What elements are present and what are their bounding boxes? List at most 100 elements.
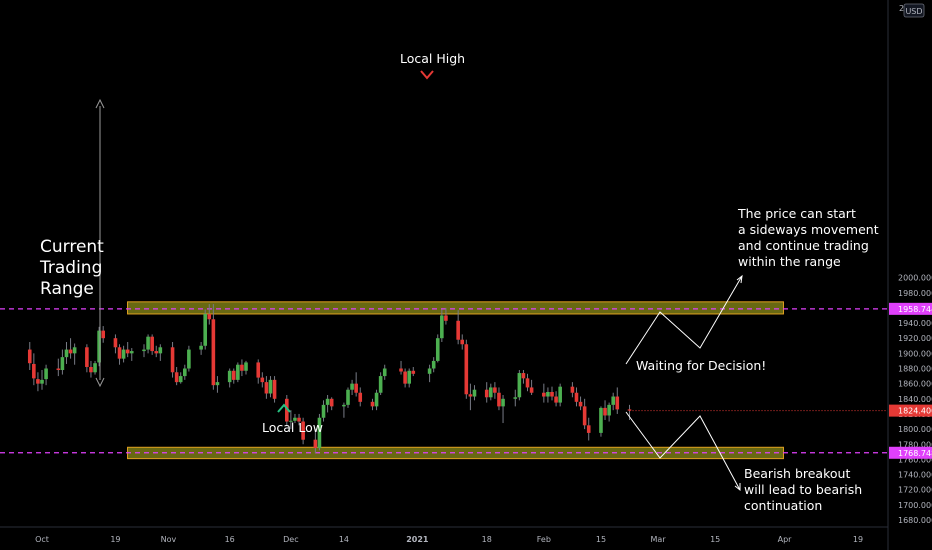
sideways-text-line-2: a sideways movement: [738, 222, 879, 237]
bullish-candle: [121, 349, 126, 359]
bearish-candle: [493, 387, 497, 393]
price-tick-label: 1680.000: [898, 516, 932, 525]
bearish-candle: [497, 392, 501, 407]
bearish-candle: [464, 344, 469, 395]
bearish-candle: [32, 363, 36, 379]
local-high-arrow-icon: [420, 70, 434, 80]
bearish-candle: [272, 379, 277, 399]
price-tick-label: 1740.000: [898, 471, 932, 480]
last-price-label: 1824.400: [898, 407, 932, 416]
bullish-candle: [142, 349, 146, 352]
bearish-candle: [56, 368, 61, 371]
bearish-candle: [207, 313, 212, 320]
bearish-candle: [231, 370, 236, 380]
bullish-candle: [289, 420, 293, 422]
bearish-candle: [85, 347, 89, 367]
sideways-path-arrow: [625, 274, 743, 365]
bearish-candle: [444, 315, 448, 321]
bullish-candle: [146, 336, 150, 350]
bearish-candle: [211, 319, 216, 386]
time-tick-label: 2021: [406, 535, 429, 544]
bearish-text-line-2: will lead to bearish: [744, 482, 862, 497]
bearish-candle: [603, 407, 607, 416]
bullish-candle: [472, 389, 477, 397]
price-tick-label: 1980.000: [898, 289, 932, 298]
sideways-text-line-1: The price can start: [737, 206, 856, 221]
bearish-text-line-3: continuation: [744, 498, 822, 513]
bearish-candle: [68, 349, 73, 354]
bearish-candle: [117, 347, 122, 359]
bullish-candle: [513, 397, 518, 399]
bullish-candle: [183, 368, 187, 377]
bearish-path-arrow: [625, 411, 741, 492]
bearish-candle: [525, 378, 530, 388]
bullish-candle: [97, 330, 101, 363]
bullish-candle: [427, 368, 432, 374]
price-axis[interactable]: 1680.000 1700.000 1720.000 1740.000 1760.000…: [887, 0, 932, 550]
bullish-candle: [178, 376, 183, 383]
level-price-label: 1958.744: [898, 305, 932, 314]
price-tick-label: 1720.000: [898, 486, 932, 495]
time-tick-label: 18: [482, 535, 492, 544]
level-price-label: 1768.748: [898, 449, 932, 458]
bullish-candle: [382, 368, 387, 377]
time-tick-label: 15: [710, 535, 720, 544]
sideways-text-line-3: and continue trading: [738, 238, 869, 253]
bearish-candle: [570, 386, 575, 393]
bearish-candle: [154, 351, 159, 354]
bullish-candle: [199, 345, 203, 350]
bearish-candle: [582, 406, 587, 426]
bearish-candle: [260, 377, 265, 383]
bullish-candle: [187, 349, 191, 369]
time-tick-label: 14: [339, 535, 349, 544]
price-tick-label: 1900.000: [898, 349, 932, 358]
range-label-line-1: Current: [40, 237, 104, 257]
price-tick-label: 1800.000: [898, 425, 932, 434]
bearish-candle: [554, 396, 558, 403]
bullish-candle: [611, 396, 615, 405]
bearish-candle: [150, 336, 154, 352]
bullish-candle: [93, 363, 97, 373]
level-price-badge: [889, 446, 932, 459]
bullish-candle: [40, 379, 44, 384]
price-tick-label: 1880.000: [898, 365, 932, 374]
bearish-candle: [460, 339, 465, 345]
bullish-candle: [268, 379, 273, 394]
bearish-candle: [468, 394, 473, 397]
currency-badge[interactable]: [903, 3, 925, 18]
time-tick-label: 15: [596, 535, 606, 544]
time-axis[interactable]: Oct 19 Nov 16 Dec 14 2021 18 Feb 15 Mar 15 Apr 19: [0, 526, 888, 544]
bearish-candle: [370, 401, 375, 407]
bearish-candle: [550, 391, 554, 397]
bearish-candle: [297, 417, 301, 422]
bullish-candle: [215, 382, 220, 386]
time-tick-label: Apr: [778, 535, 793, 544]
bullish-candle: [44, 368, 48, 380]
bearish-candle: [27, 349, 32, 364]
time-tick-label: 19: [110, 535, 120, 544]
bearish-candle: [542, 392, 546, 397]
price-tick-label: 1780.000: [898, 440, 932, 449]
bullish-candle: [293, 417, 297, 421]
time-tick-label: Nov: [161, 535, 177, 544]
bearish-candle: [256, 362, 261, 378]
bearish-candle: [529, 387, 534, 393]
bullish-candle: [517, 373, 522, 398]
bullish-candle: [435, 338, 440, 361]
bearish-candle: [113, 338, 118, 348]
resistance-zone[interactable]: [127, 301, 784, 315]
price-tick-label: 1940.000: [898, 319, 932, 328]
bullish-candle: [599, 407, 603, 433]
bearish-candle: [240, 364, 244, 371]
price-tick-label: 1860.000: [898, 380, 932, 389]
level-price-badge: [889, 302, 932, 315]
bullish-candle: [431, 360, 436, 369]
bullish-candle: [407, 370, 411, 384]
price-tick-label: 1760.000: [898, 455, 932, 464]
bearish-candle: [627, 409, 632, 411]
bullish-candle: [501, 398, 505, 407]
bearish-candle: [301, 421, 305, 440]
time-tick-label: Oct: [35, 535, 49, 544]
time-tick-label: 19: [853, 535, 863, 544]
